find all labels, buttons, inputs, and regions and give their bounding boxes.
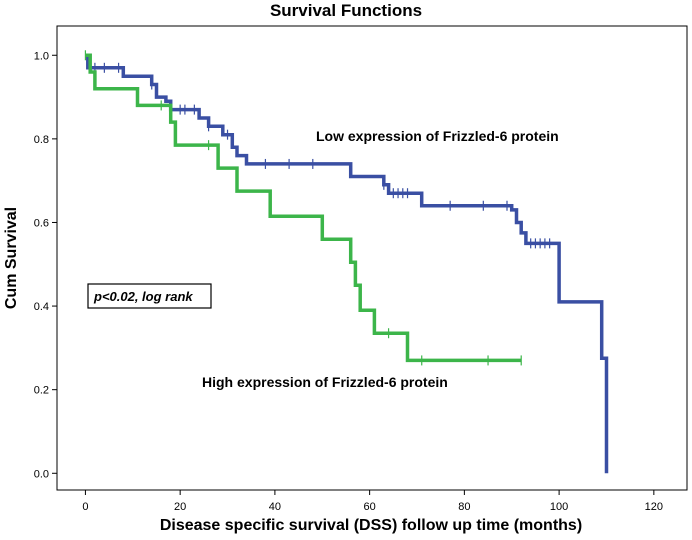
plot-area-frame bbox=[56, 25, 688, 491]
x-axis-label: Disease specific survival (DSS) follow u… bbox=[160, 517, 582, 534]
chart-title: Survival Functions bbox=[270, 1, 422, 20]
x-tick-label: 60 bbox=[364, 501, 376, 513]
y-tick-label: 0.2 bbox=[34, 385, 49, 397]
y-tick-label: 0.0 bbox=[34, 468, 49, 480]
x-tick-label: 120 bbox=[645, 501, 663, 513]
high-expression-label: High expression of Frizzled-6 protein bbox=[202, 374, 448, 390]
y-tick-label: 0.4 bbox=[34, 301, 49, 313]
x-tick-label: 0 bbox=[82, 501, 88, 513]
x-axis: 0 20 40 60 80 100 120 bbox=[82, 490, 663, 513]
series-line-high-expression bbox=[85, 53, 522, 363]
y-axis-label: Cum Survival bbox=[3, 207, 20, 309]
series-line-low-expression bbox=[85, 53, 609, 474]
y-tick-label: 0.8 bbox=[34, 134, 49, 146]
x-tick-label: 20 bbox=[174, 501, 186, 513]
series-group bbox=[84, 50, 609, 474]
x-tick-label: 100 bbox=[550, 501, 568, 513]
y-tick-label: 1.0 bbox=[34, 50, 49, 62]
y-tick-label: 0.6 bbox=[34, 217, 49, 229]
x-tick-label: 40 bbox=[269, 501, 281, 513]
y-axis: 0.0 0.2 0.4 0.6 0.8 1.0 bbox=[34, 50, 57, 480]
low-expression-label: Low expression of Frizzled-6 protein bbox=[316, 128, 559, 144]
x-tick-label: 80 bbox=[458, 501, 470, 513]
pvalue-label: p<0.02, log rank bbox=[93, 289, 193, 304]
pvalue-box bbox=[87, 283, 212, 309]
